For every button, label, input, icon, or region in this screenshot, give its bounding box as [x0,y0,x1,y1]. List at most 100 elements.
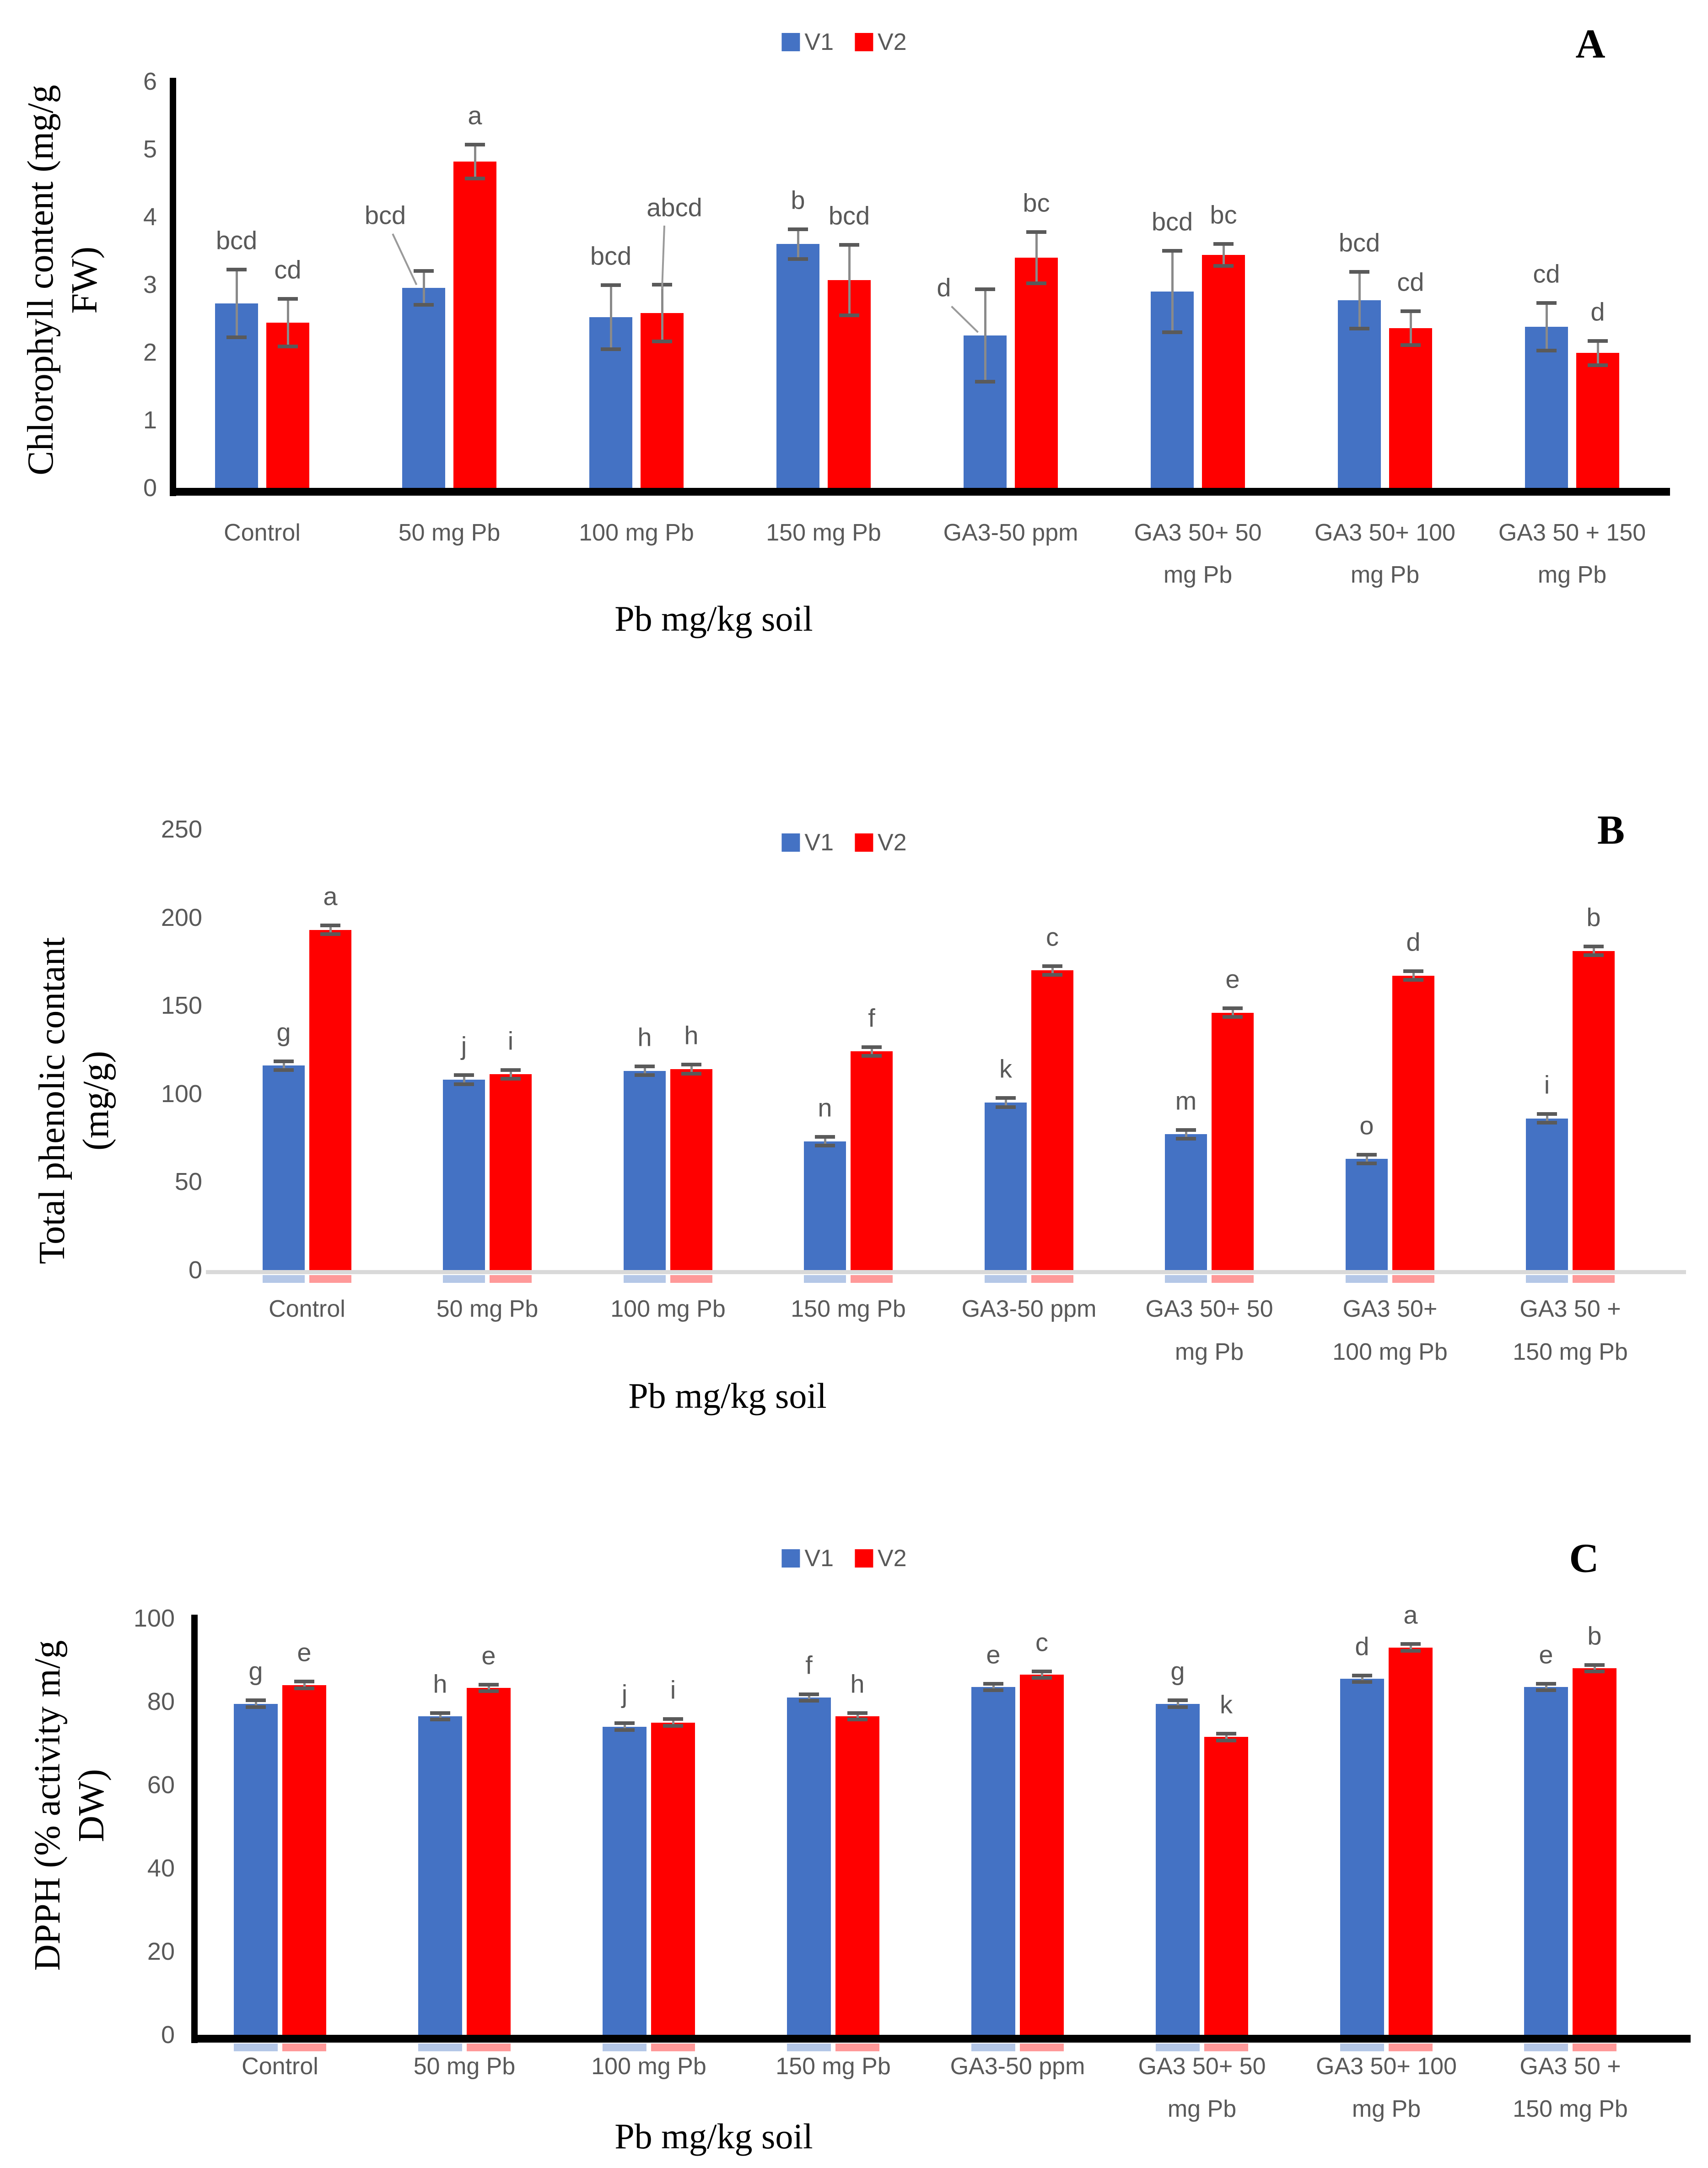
bar-reflection [651,2044,695,2051]
bar-v1 [443,1079,485,1270]
y-axis-title: Total phenolic contant (mg/g) [30,937,118,1264]
y-tick-label: 150 [161,992,202,1020]
error-bar [1358,271,1361,329]
significance-letter: bcd [1338,228,1380,257]
error-bar [1361,1675,1363,1682]
bar-v2 [651,1722,695,2035]
x-axis-title: Pb mg/kg soil [628,1376,827,1416]
x-category-label: mg Pb [1350,562,1420,588]
x-category-label: mg Pb [1537,562,1607,588]
error-bar-cap [1588,339,1608,343]
significance-letter: e [986,1640,1001,1669]
error-bar-cap [1403,969,1423,973]
x-axis-baseline [206,1270,1686,1274]
legend: V1 V2 [781,28,907,56]
error-bar-cap [1584,1663,1605,1667]
error-bar [1004,1098,1007,1107]
error-bar-cap [320,932,340,936]
significance-letter: m [1175,1086,1197,1115]
bar-v2 [1015,257,1058,488]
error-bar [463,1075,465,1084]
error-bar [1596,341,1599,366]
y-tick-label: 0 [188,1256,202,1284]
error-bar-cap [501,1068,521,1072]
error-bar-cap [1168,1698,1188,1703]
error-bar-cap [465,142,485,146]
bar-reflection [670,1275,712,1283]
x-category-label: 50 mg Pb [398,519,501,546]
error-bar-cap [1536,348,1557,352]
error-bar [1546,1114,1548,1123]
error-bar-cap [663,1724,683,1728]
error-bar [1545,1683,1547,1691]
error-bar [1051,966,1054,975]
significance-letter: e [481,1641,496,1670]
error-bar-cap [1176,1128,1196,1132]
significance-letter: bcd [590,241,632,270]
error-bar-cap [1401,309,1421,313]
bar-v1 [418,1716,462,2035]
panel-letter: B [1597,807,1625,853]
bar-reflection [418,2044,462,2051]
x-category-label: Control [224,519,301,546]
error-bar-cap [1352,1680,1372,1684]
error-bar-cap [1162,330,1182,334]
bar-reflection [624,1275,666,1283]
bar-reflection [1031,1275,1073,1283]
bar-reflection [1573,2044,1616,2051]
error-bar-cap [983,1681,1003,1686]
significance-letter: bcd [216,226,258,255]
error-bar-cap [414,269,434,273]
significance-letter: j [461,1031,467,1060]
error-bar-cap [1401,1649,1421,1653]
error-bar-cap [847,1718,867,1722]
x-category-label: GA3 50+ 50 [1145,1296,1273,1322]
bar-v1 [402,288,445,488]
legend: V1 V2 [781,1545,907,1572]
y-axis-line [191,1615,198,2043]
error-bar [282,1061,285,1070]
error-bar [1176,1700,1179,1707]
bar-v2 [1389,1647,1433,2035]
error-bar [422,271,425,305]
y-axis-title-line: Total phenolic contant [32,937,72,1265]
error-bar-cap [1401,1642,1421,1646]
error-bar [1409,1644,1412,1651]
bar-v1 [1340,1678,1384,2035]
bar-v2 [1392,975,1434,1270]
x-category-label: GA3 50+ [1342,1296,1438,1322]
bar-v2 [851,1051,893,1270]
x-category-label: 100 mg Pb [1332,1339,1448,1365]
bar-v1 [1525,326,1568,488]
bar-v2 [282,1685,326,2035]
significance-letter: k [999,1054,1012,1083]
error-bar-cap [1176,1137,1196,1141]
error-bar [329,925,332,935]
x-category-label: 150 mg Pb [1513,1339,1628,1365]
legend-swatch-v1-icon [781,33,800,51]
error-bar [661,285,663,342]
bar-v1 [1346,1159,1388,1270]
significance-letter: i [1544,1070,1550,1099]
bar-reflection [1573,1275,1615,1283]
error-bar [1545,303,1548,351]
x-category-label: GA3-50 ppm [961,1296,1097,1322]
legend-item: V1 [781,28,834,56]
significance-letter: f [868,1003,875,1033]
error-bar-cap [663,1717,683,1721]
bar-v2 [453,161,496,488]
y-axis-title-line: (mg/g) [76,1051,116,1151]
error-bar-cap [278,344,298,348]
error-bar-cap [1042,973,1062,977]
bar-v1 [804,1141,846,1270]
y-axis-title-line: Chlorophyll content (mg/g [21,85,61,476]
bar-v1 [603,1726,647,2035]
legend-item: V2 [855,829,907,856]
legend-label: V2 [878,829,907,856]
y-tick-label: 60 [147,1771,175,1799]
error-bar-cap [839,313,859,317]
bar-v1 [787,1697,831,2035]
y-tick-label: 50 [174,1168,202,1196]
significance-letter: c [1035,1627,1048,1657]
error-bar-cap [501,1077,521,1081]
